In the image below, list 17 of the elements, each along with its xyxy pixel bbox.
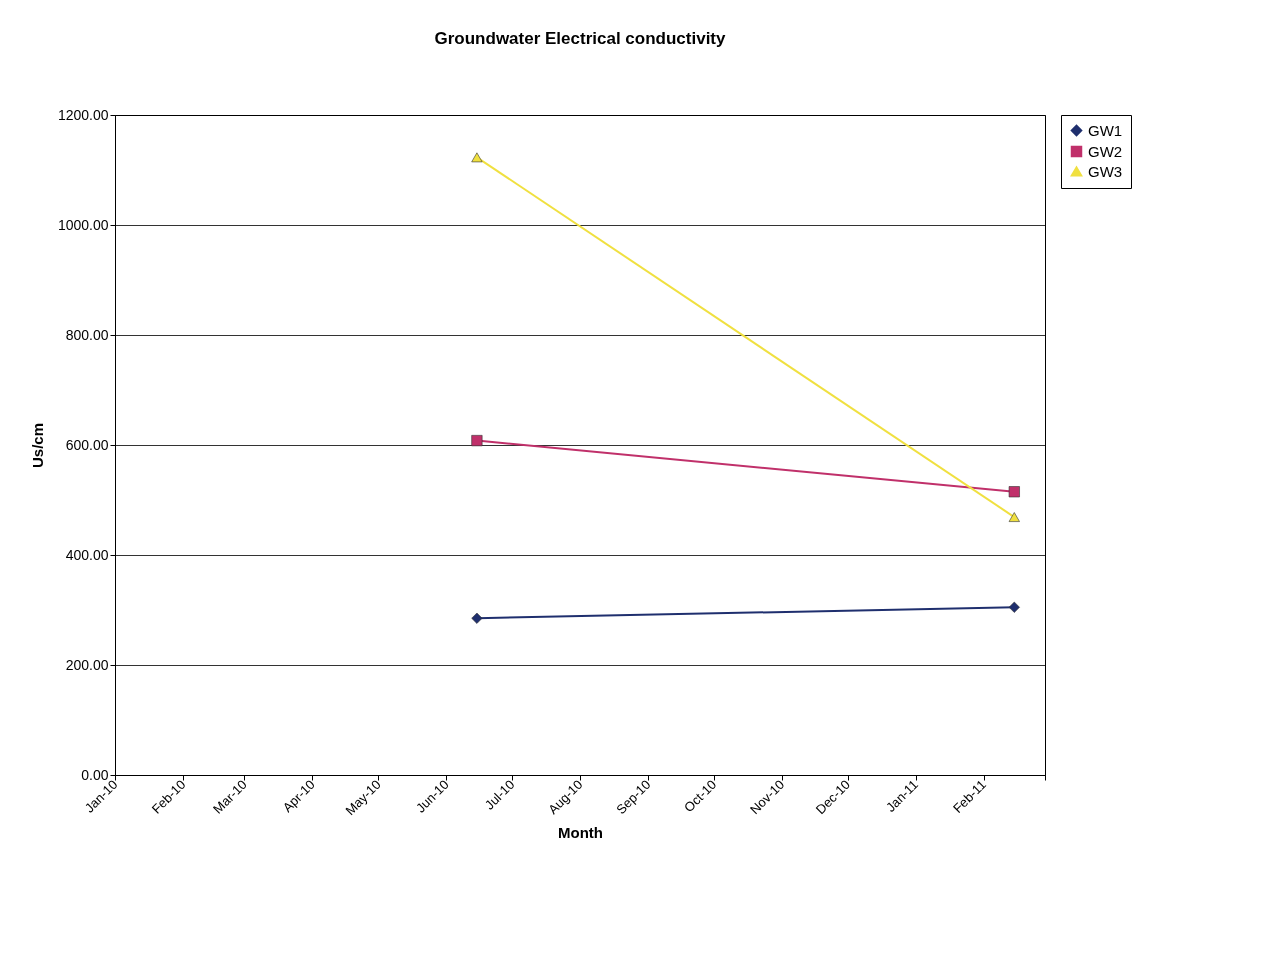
y-axis-title: Us/cm bbox=[28, 422, 46, 469]
y-tick-label: 0.00 bbox=[81, 766, 109, 783]
x-axis-title: Month bbox=[558, 824, 603, 842]
legend-label: GW2 bbox=[1088, 142, 1123, 160]
point bbox=[471, 612, 483, 624]
y-tick-label: 200.00 bbox=[65, 656, 109, 673]
chart-title: Groundwater Electrical conductivity bbox=[434, 29, 727, 48]
point bbox=[1008, 601, 1020, 613]
y-tick-label: 800.00 bbox=[65, 326, 109, 343]
y-tick-label: 1200.00 bbox=[57, 106, 109, 123]
y-tick-label: 400.00 bbox=[65, 546, 109, 563]
point bbox=[1008, 486, 1020, 498]
point bbox=[471, 435, 483, 447]
legend-label: GW3 bbox=[1088, 162, 1123, 180]
y-tick-label: 600.00 bbox=[65, 436, 109, 453]
y-tick-label: 1000.00 bbox=[57, 216, 109, 233]
legend-label: GW1 bbox=[1088, 121, 1123, 139]
